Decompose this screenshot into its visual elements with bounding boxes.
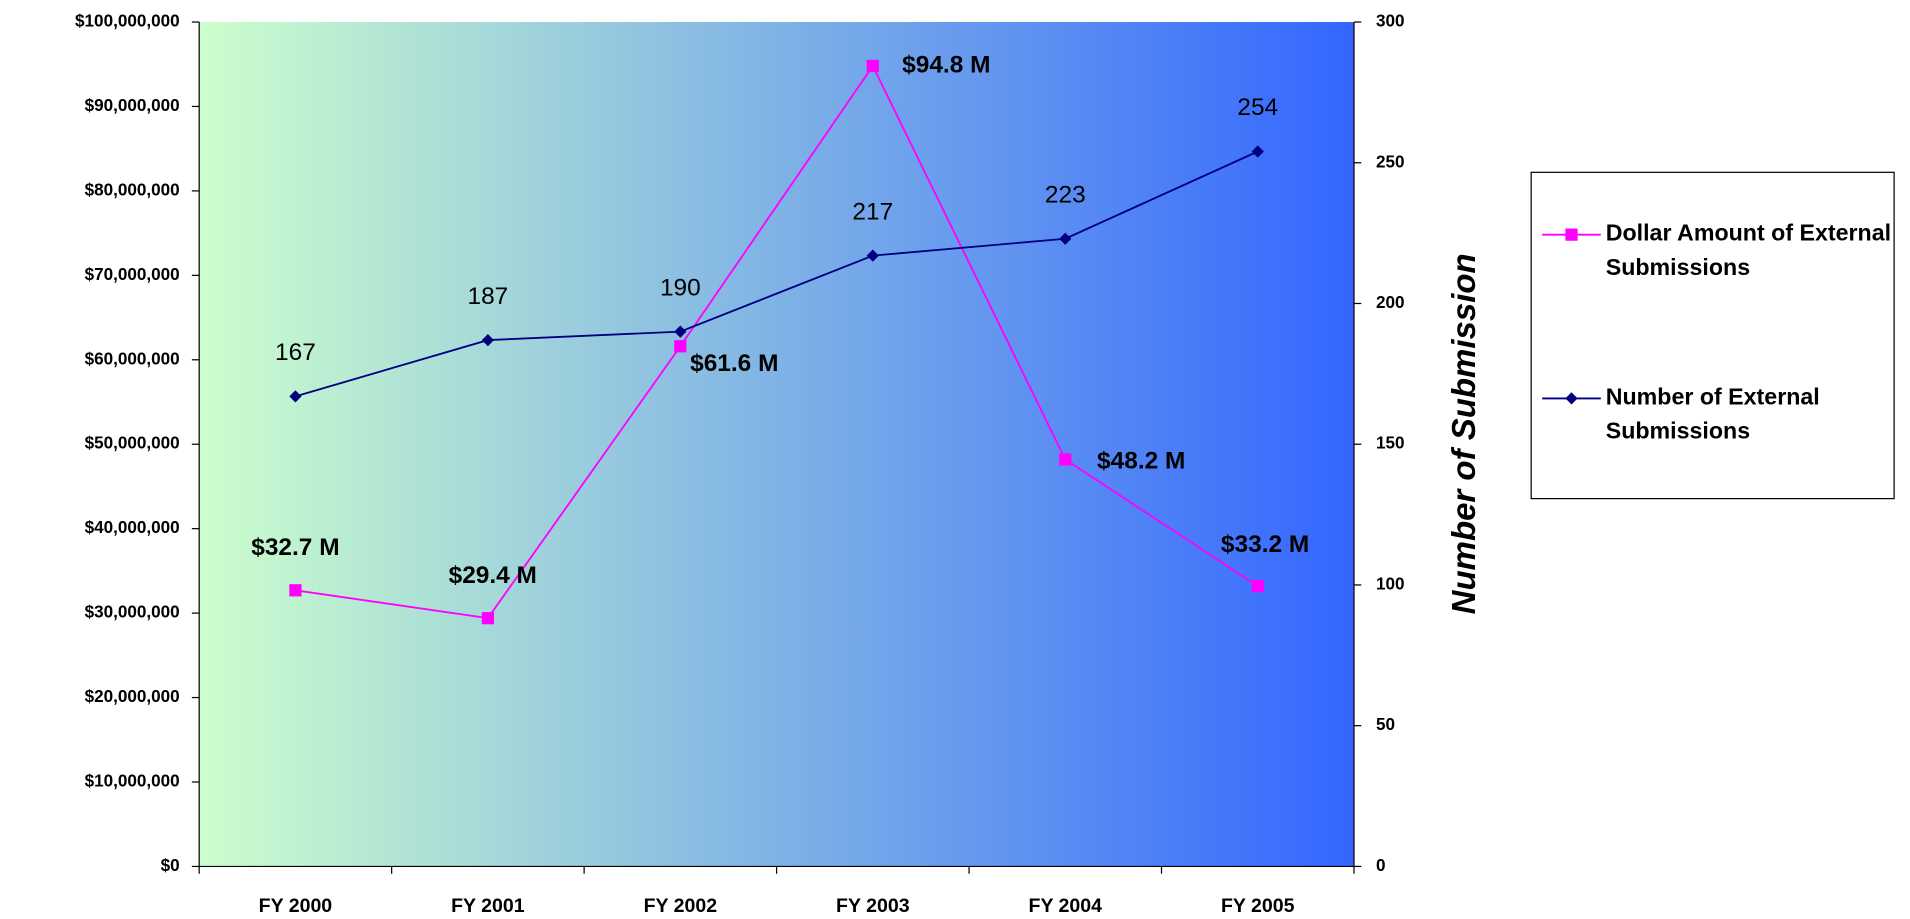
series-line [295,150,1259,398]
legend-label: Number of External Submissions [1606,384,1820,444]
x-tick-label: FY 2003 [836,895,910,917]
legend [1530,171,1895,500]
point [1059,453,1072,466]
legend-label: Dollar Amount of External Submissions [1606,220,1891,280]
data-label: 254 [1237,94,1278,121]
x-tick-label: FY 2005 [1221,895,1295,917]
x-tick-label: FY 2002 [644,895,718,917]
y-tick-label: $70,000,000 [85,265,180,284]
y2-axis-label: Number of Submission [1445,253,1482,614]
point [481,612,494,625]
legend-marker [1565,392,1578,405]
y2-tick-label: 50 [1376,715,1395,734]
y-tick-label: $10,000,000 [85,772,180,791]
point [289,390,302,403]
point [1251,145,1264,158]
data-label: $48.2 M [1097,447,1185,474]
y-tick-label: $30,000,000 [85,603,180,622]
series-line [295,64,1259,620]
y-tick-label: $0 [161,856,180,875]
x-tick-label: FY 2001 [451,895,525,917]
data-label: 223 [1045,181,1086,208]
point [481,333,494,347]
data-label: 167 [275,339,316,366]
legend-marker [1565,228,1578,241]
data-label: 190 [660,274,701,301]
x-tick-label: FY 2000 [259,895,333,917]
y-tick-label: $40,000,000 [85,518,180,537]
y-tick-label: $100,000,000 [75,12,180,31]
data-label: 217 [852,198,893,225]
y2-tick-label: 0 [1376,856,1386,875]
y-tick-label: $90,000,000 [85,96,180,115]
point [866,59,879,73]
point [1059,232,1072,245]
y-tick-label: $60,000,000 [85,349,180,368]
point [1251,579,1264,593]
y-tick-label: $50,000,000 [85,434,180,453]
data-label: $61.6 M [690,350,778,377]
data-label: $29.4 M [449,562,537,589]
point [289,584,302,597]
y-tick-label: $80,000,000 [85,180,180,199]
y2-tick-label: 200 [1376,293,1405,312]
y-tick-label: $20,000,000 [85,687,180,706]
data-label: $33.2 M [1221,531,1309,558]
y2-tick-label: 100 [1376,574,1405,593]
point [866,249,879,262]
y2-tick-label: 150 [1376,434,1405,453]
point [674,340,687,353]
y2-tick-label: 300 [1376,12,1405,31]
data-label: $32.7 M [251,534,339,561]
plot-area [199,22,1354,867]
x-tick-label: FY 2004 [1029,895,1103,917]
data-label: $94.8 M [902,51,990,78]
y2-tick-label: 250 [1376,152,1405,171]
data-label: 187 [467,283,508,310]
